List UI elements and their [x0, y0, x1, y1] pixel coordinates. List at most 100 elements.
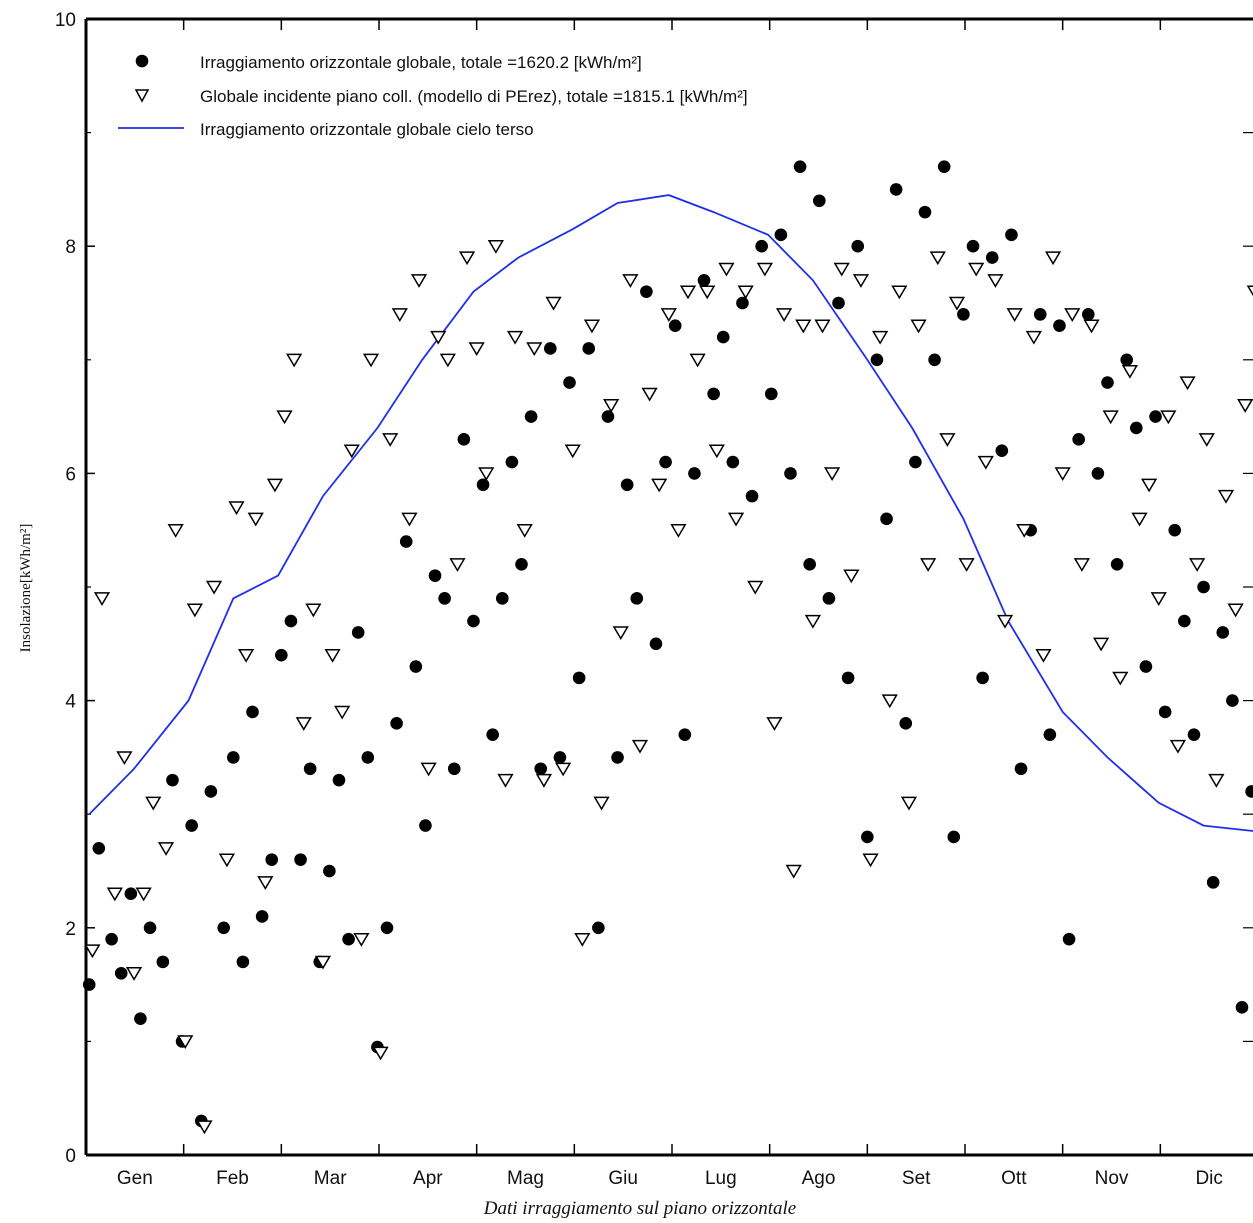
global-horizontal-point: [447, 762, 461, 776]
incident-collector-point: [651, 478, 668, 493]
y-tick-label: 4: [65, 692, 76, 713]
incident-collector-point: [1035, 648, 1052, 663]
y-tick-label: 6: [65, 464, 76, 485]
incident-collector-point: [785, 864, 802, 879]
x-tick-label: Feb: [216, 1168, 249, 1189]
global-horizontal-point: [92, 841, 106, 855]
incident-collector-point: [205, 580, 223, 595]
incident-collector-point: [593, 796, 610, 811]
incident-collector-point: [670, 524, 687, 538]
global-horizontal-point: [428, 569, 442, 582]
incident-collector-point: [747, 580, 764, 595]
global-horizontal-point: [227, 751, 240, 764]
incident-collector-point: [583, 319, 601, 334]
incident-collector-point: [478, 467, 495, 481]
x-tick-label: Gen: [117, 1168, 153, 1189]
incident-collector-point: [823, 467, 841, 481]
global-horizontal-point: [1130, 421, 1143, 435]
incident-collector-point: [1006, 308, 1023, 322]
global-horizontal-point: [880, 512, 893, 526]
global-horizontal-point: [928, 353, 941, 367]
incident-collector-point: [196, 1120, 213, 1135]
clear-sky-line: [88, 194, 1253, 832]
global-horizontal-point: [784, 467, 797, 480]
incident-collector-point: [1044, 251, 1062, 266]
incident-collector-point: [862, 853, 879, 868]
incident-collector-point: [439, 353, 456, 368]
global-horizontal-point: [563, 376, 576, 389]
global-horizontal-point: [1139, 660, 1153, 673]
incident-collector-point: [1016, 524, 1033, 538]
global-horizontal-point: [1043, 728, 1057, 741]
incident-collector-point: [1054, 467, 1071, 481]
incident-collector-point: [737, 285, 754, 300]
incident-collector-point: [468, 342, 485, 357]
global-horizontal-point: [649, 637, 663, 651]
global-horizontal-point: [899, 717, 913, 730]
global-horizontal-point: [438, 592, 451, 605]
x-tick-label: Dic: [1195, 1168, 1222, 1189]
incident-collector-point: [795, 319, 812, 334]
global-horizontal-point: [236, 955, 250, 969]
global-horizontal-point: [745, 489, 759, 503]
global-horizontal-point: [294, 853, 307, 866]
global-horizontal-point: [985, 251, 999, 264]
incident-collector-point: [756, 262, 773, 277]
global-horizontal-point: [544, 342, 557, 355]
global-horizontal-point: [1072, 433, 1085, 446]
global-horizontal-point: [678, 728, 692, 741]
global-horizontal-point: [995, 444, 1009, 457]
global-horizontal-point: [361, 751, 375, 764]
incident-collector-point: [1083, 319, 1100, 334]
plot-axes: 0 2 4 6 8 10 Gen Feb Mar Apr Mag Giu Lug Ago Set Ott Nov…: [55, 10, 1253, 1189]
x-tick-label: Nov: [1095, 1168, 1129, 1189]
global-horizontal-point: [976, 671, 989, 685]
clear-sky-series-line: [88, 194, 1253, 832]
global-horizontal-point: [813, 194, 826, 208]
y-tick-label: 10: [55, 10, 76, 31]
global-horizontal-point: [1053, 319, 1066, 333]
incident-collector-point: [125, 967, 143, 981]
global-horizontal-point: [774, 228, 788, 242]
global-horizontal-point: [803, 557, 816, 571]
incident-collector-point: [555, 762, 572, 777]
global-horizontal-point: [505, 455, 519, 469]
incident-collector-point: [295, 717, 312, 731]
y-tick-label: 8: [65, 237, 76, 258]
x-tick-label: Apr: [413, 1168, 443, 1189]
global-horizontal-point: [707, 387, 720, 401]
global-horizontal-point: [515, 557, 528, 571]
global-horizontal-point: [82, 978, 96, 991]
incident-collector-point: [535, 773, 553, 788]
incident-collector-point: [218, 853, 236, 868]
incident-collector-point: [920, 558, 937, 572]
incident-collector-point: [343, 444, 360, 459]
global-horizontal-point: [1110, 557, 1124, 571]
incident-collector-point: [382, 433, 399, 447]
global-horizontal-point: [1005, 228, 1018, 242]
global-horizontal-point: [937, 160, 951, 173]
global-horizontal-point: [832, 296, 845, 310]
incident-collector-point: [766, 717, 783, 731]
incident-collector-point: [420, 762, 437, 777]
global-horizontal-point: [1101, 376, 1114, 389]
incident-collector-point: [574, 932, 591, 947]
incident-collector-point: [106, 887, 123, 902]
y-axis-label: Insolazione[kWh/m²]: [18, 524, 34, 653]
global-horizontal-point: [640, 285, 653, 298]
global-horizontal-point: [688, 467, 701, 480]
global-horizontal-point: [1149, 410, 1162, 423]
incident-collector-point: [804, 614, 822, 629]
global-horizontal-point: [495, 592, 509, 605]
global-horizontal-point: [323, 864, 336, 878]
incident-collector-points: [84, 240, 1253, 1135]
incident-collector-point: [305, 603, 322, 618]
incident-collector-point: [968, 262, 985, 277]
global-horizontal-point: [1206, 876, 1220, 889]
incident-collector-point: [631, 739, 649, 754]
global-horizontal-point: [1235, 1001, 1249, 1014]
incident-collector-point: [526, 342, 543, 357]
incident-collector-point: [167, 524, 184, 538]
incident-collector-point: [135, 887, 152, 902]
incident-collector-point: [977, 455, 994, 470]
